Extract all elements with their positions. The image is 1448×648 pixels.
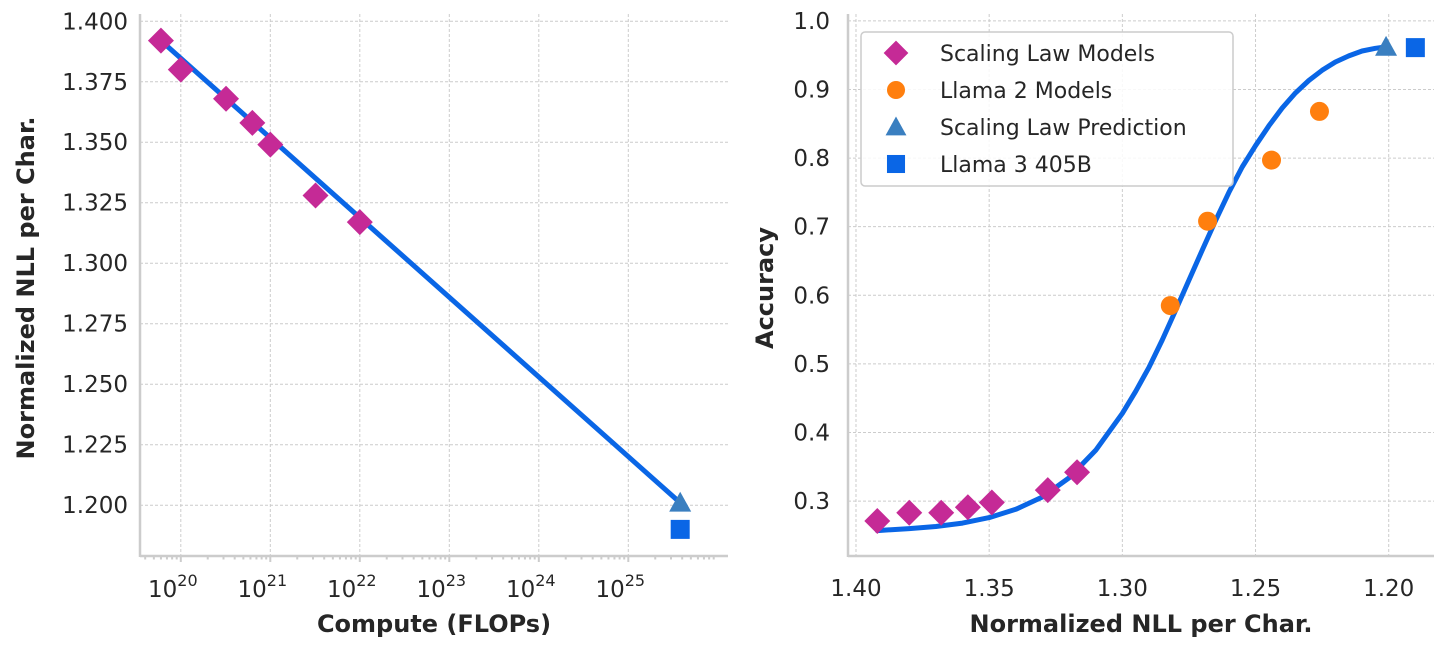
right-y-tick-label: 0.8 [793,146,830,172]
left-diamond-point [257,131,284,158]
legend-triangle-marker [885,116,907,136]
legend-label: Llama 3 405B [940,153,1092,178]
legend-circle-marker [886,80,906,100]
right-x-axis-label: Normalized NLL per Char. [970,610,1313,638]
right-circle-point [1262,150,1282,170]
left-y-tick-labels: 1.200 1.225 1.250 1.275 1.300 1.325 1.350 1.375… [62,9,128,519]
left-y-tick-label: 1.225 [62,433,128,459]
right-square-point [1405,38,1425,58]
right-axes-spines [846,14,1434,558]
left-y-tick-label: 1.275 [62,312,128,338]
right-circle-point [1309,101,1329,121]
left-diamond-point [346,209,373,236]
legend-item: Scaling Law Models [883,40,1155,67]
left-x-tick-label: 1024 [506,571,556,603]
left-x-tick-label: 1025 [595,571,645,603]
right-x-tick-label: 1.30 [1097,576,1148,602]
right-x-tick-label: 1.20 [1363,576,1414,602]
left-diamond-point [302,182,329,209]
right-diamond-point [864,508,891,535]
right-circle-point [1198,211,1218,231]
right-y-tick-label: 0.6 [793,283,830,309]
left-x-tick-label: 1021 [237,571,287,603]
left-y-tick-label: 1.325 [62,191,128,217]
left-diamond-point [147,27,174,54]
right-diamond-point [1034,477,1061,504]
right-diamond-point [954,494,981,521]
left-triangle-point [669,491,692,512]
right-y-tick-label: 1.0 [793,9,830,35]
left-y-tick-label: 1.200 [62,493,128,519]
right-y-tick-label: 0.3 [793,489,830,515]
left-diamond-point [213,85,240,112]
right-triangle-point [1375,35,1398,56]
legend-diamond-marker [883,40,909,66]
right-diamond-point [978,489,1005,516]
left-fit-line [158,38,683,506]
right-fit-curve-path [874,44,1389,534]
left-x-axis-label: Compute (FLOPs) [317,610,551,638]
right-diamond-point [896,499,923,526]
left-diamond-point [167,56,194,83]
legend-item: Llama 2 Models [886,79,1112,104]
legend: Scaling Law Models Llama 2 Models Scaling … [860,31,1234,187]
left-y-tick-label: 1.375 [62,70,128,96]
legend-item: Scaling Law Prediction [885,116,1187,141]
right-fit-curve [874,44,1389,534]
left-y-tick-label: 1.350 [62,130,128,156]
right-diamond-point [928,499,955,526]
left-x-tick-labels: 1020 1021 1022 1023 1024 1025 [148,571,645,603]
legend-item: Llama 3 405B [886,153,1092,178]
right-y-tick-labels: 0.3 0.4 0.5 0.6 0.7 0.8 0.9 1.0 [793,9,830,515]
left-y-tick-label: 1.400 [62,9,128,35]
right-y-tick-label: 0.4 [793,421,830,447]
left-gridlines [140,14,728,562]
right-x-tick-labels: 1.40 1.35 1.30 1.25 1.20 [830,576,1414,602]
legend-label: Llama 2 Models [940,79,1112,104]
left-fit-line-path [158,38,683,506]
right-y-tick-label: 0.7 [793,215,830,241]
left-data-points [147,27,692,539]
legend-label: Scaling Law Models [940,42,1155,67]
right-data-points [864,35,1425,535]
legend-frame [860,31,1234,187]
legend-label: Scaling Law Prediction [940,116,1187,141]
right-circle-point [1160,296,1180,316]
right-y-tick-label: 0.5 [793,352,830,378]
left-x-tick-label: 1022 [327,571,377,603]
left-y-tick-label: 1.250 [62,372,128,398]
left-x-tick-label: 1023 [416,571,466,603]
right-y-axis-label: Accuracy [751,227,779,349]
right-x-tick-label: 1.40 [830,576,881,602]
right-y-tick-label: 0.9 [793,77,830,103]
legend-square-marker [886,154,906,174]
right-x-tick-label: 1.25 [1230,576,1281,602]
right-x-tick-label: 1.35 [964,576,1015,602]
left-axes-spines [138,14,728,558]
left-y-axis-label: Normalized NLL per Char. [12,117,40,460]
left-diamond-point [239,109,266,136]
left-y-tick-label: 1.300 [62,251,128,277]
left-square-point [670,519,690,539]
left-x-tick-label: 1020 [148,571,198,603]
right-diamond-point [1064,459,1091,486]
left-chart: 1.200 1.225 1.250 1.275 1.300 1.325 1.350 1.375… [12,9,728,638]
right-chart: 0.3 0.4 0.5 0.6 0.7 0.8 0.9 1.0 1.40 1.35 1.30 1.2… [751,9,1434,638]
